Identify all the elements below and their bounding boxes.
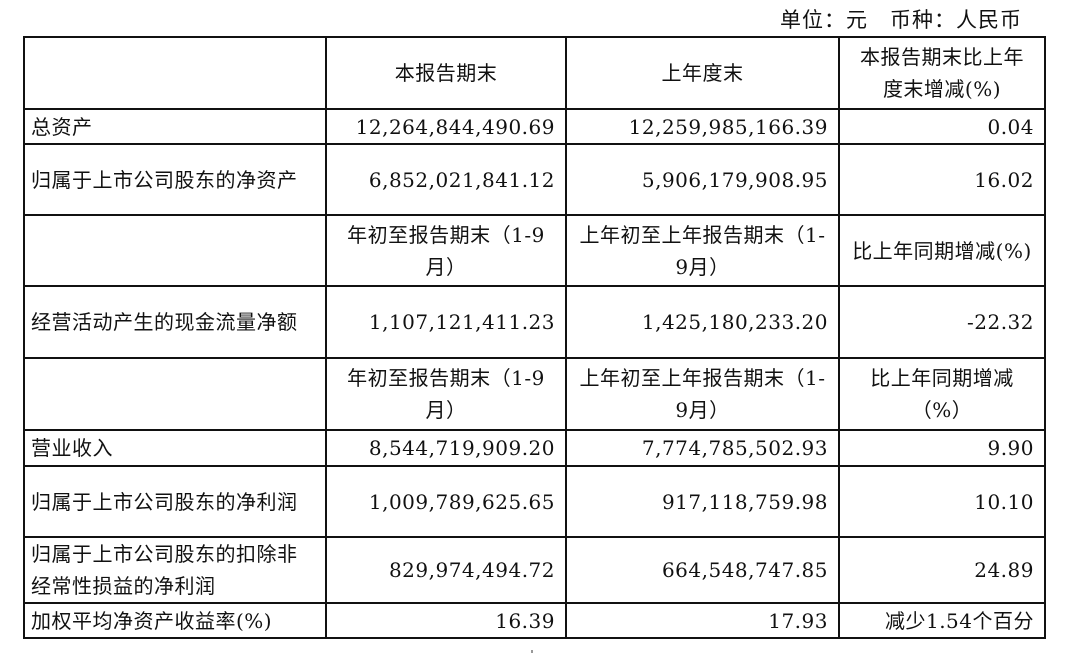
header-change: 本报告期末比上年度末增减(%) [838, 36, 1046, 110]
previous-value: 12,259,985,166.39 [565, 108, 840, 145]
subheader-row: 年初至报告期末（1-9月） 上年初至上年报告期末（1-9月） 比上年同期增减（%… [23, 357, 1046, 431]
row-label: 总资产 [23, 108, 327, 145]
row-label: 归属于上市公司股东的净资产 [23, 143, 327, 216]
change-value: 24.89 [838, 536, 1046, 604]
current-value: 6,852,021,841.12 [325, 143, 567, 216]
header-empty [23, 214, 327, 287]
table-row: 归属于上市公司股东的扣除非经常性损益的净利润 829,974,494.72 66… [23, 536, 1046, 604]
unit-currency-note: 单位：元 币种：人民币 [780, 8, 1022, 32]
table-row: 营业收入 8,544,719,909.20 7,774,785,502.93 9… [23, 429, 1046, 467]
change-value: 9.90 [838, 429, 1046, 467]
header-empty [23, 357, 327, 431]
previous-value: 917,118,759.98 [565, 465, 840, 538]
header-change: 比上年同期增减（%） [838, 357, 1046, 431]
stray-mark [531, 650, 533, 653]
table-row: 总资产 12,264,844,490.69 12,259,985,166.39 … [23, 108, 1046, 145]
change-value: 减少1.54个百分 [838, 602, 1046, 639]
change-value: 0.04 [838, 108, 1046, 145]
current-value: 16.39 [325, 602, 567, 639]
row-label: 归属于上市公司股东的扣除非经常性损益的净利润 [23, 536, 327, 604]
header-previous: 上年初至上年报告期末（1-9月） [565, 357, 840, 431]
change-value: 10.10 [838, 465, 1046, 538]
header-current: 年初至报告期末（1-9月） [325, 214, 567, 287]
previous-value: 5,906,179,908.95 [565, 143, 840, 216]
table-row: 归属于上市公司股东的净资产 6,852,021,841.12 5,906,179… [23, 143, 1046, 216]
header-empty [23, 36, 327, 110]
header-previous: 上年度末 [565, 36, 840, 110]
row-label: 归属于上市公司股东的净利润 [23, 465, 327, 538]
previous-value: 664,548,747.85 [565, 536, 840, 604]
current-value: 8,544,719,909.20 [325, 429, 567, 467]
table-row: 归属于上市公司股东的净利润 1,009,789,625.65 917,118,7… [23, 465, 1046, 538]
change-value: -22.32 [838, 285, 1046, 359]
table-row: 经营活动产生的现金流量净额 1,107,121,411.23 1,425,180… [23, 285, 1046, 359]
header-change: 比上年同期增减(%) [838, 214, 1046, 287]
row-label: 营业收入 [23, 429, 327, 467]
header-current: 本报告期末 [325, 36, 567, 110]
change-value: 16.02 [838, 143, 1046, 216]
subheader-row: 年初至报告期末（1-9月） 上年初至上年报告期末（1-9月） 比上年同期增减(%… [23, 214, 1046, 287]
current-value: 1,009,789,625.65 [325, 465, 567, 538]
table-row: 加权平均净资产收益率(%) 16.39 17.93 减少1.54个百分 [23, 602, 1046, 639]
row-label: 经营活动产生的现金流量净额 [23, 285, 327, 359]
previous-value: 17.93 [565, 602, 840, 639]
current-value: 12,264,844,490.69 [325, 108, 567, 145]
row-label: 加权平均净资产收益率(%) [23, 602, 327, 639]
financial-data-table: 本报告期末 上年度末 本报告期末比上年度末增减(%) 总资产 12,264,84… [23, 36, 1046, 639]
previous-value: 7,774,785,502.93 [565, 429, 840, 467]
previous-value: 1,425,180,233.20 [565, 285, 840, 359]
header-current: 年初至报告期末（1-9月） [325, 357, 567, 431]
header-previous: 上年初至上年报告期末（1-9月） [565, 214, 840, 287]
current-value: 1,107,121,411.23 [325, 285, 567, 359]
header-row: 本报告期末 上年度末 本报告期末比上年度末增减(%) [23, 36, 1046, 110]
current-value: 829,974,494.72 [325, 536, 567, 604]
